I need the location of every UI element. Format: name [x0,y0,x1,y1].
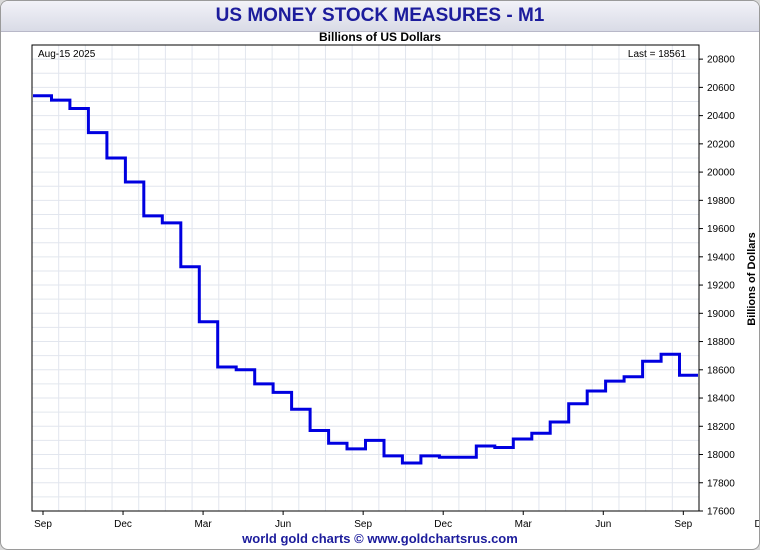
x-tick-label: Dec [114,519,132,530]
plot-area [31,44,700,512]
x-tick-label: Sep [34,519,52,530]
y-tick-label: 20600 [707,83,735,94]
y-tick-label: 19200 [707,281,735,292]
x-tick-label: Dec [434,519,452,530]
x-tick-label: Dec [754,519,759,530]
x-axis: SepDecMarJunSepDecMarJunSepDecMarJun [34,511,759,530]
footer-credit: world gold charts © www.goldchartsrus.co… [242,531,518,546]
y-tick-label: 20800 [707,55,735,66]
y-axis-label: Billions of Dollars [746,232,758,326]
y-tick-label: 17800 [707,478,735,489]
date-label: Aug-15 2025 [38,49,96,60]
y-tick-label: 18600 [707,365,735,376]
chart-subtitle: Billions of US Dollars [318,30,441,44]
chart-title: US MONEY STOCK MEASURES - M1 [215,5,545,26]
y-tick-label: 18200 [707,422,735,433]
y-tick-label: 20400 [707,111,735,122]
y-tick-label: 17600 [707,507,735,518]
y-axis: 17600 17800 18000 18200 18400 18600 18800 19000… [699,55,735,518]
x-tick-label: Jun [595,519,611,530]
y-tick-label: 19600 [707,224,735,235]
y-tick-label: 18400 [707,394,735,405]
y-tick-label: 19000 [707,309,735,320]
x-tick-label: Mar [194,519,212,530]
x-tick-label: Jun [275,519,291,530]
last-value-label: Last = 18561 [628,49,687,60]
y-tick-label: 18800 [707,337,735,348]
x-tick-label: Mar [515,519,533,530]
x-tick-label: Sep [674,519,692,530]
y-tick-label: 19400 [707,252,735,263]
y-tick-label: 18000 [707,450,735,461]
x-tick-label: Sep [354,519,372,530]
y-tick-label: 19800 [707,196,735,207]
y-tick-label: 20200 [707,139,735,150]
gridlines [32,44,699,512]
title-bar: US MONEY STOCK MEASURES - M1 [1,1,759,32]
m1-series-line [33,94,698,465]
y-tick-label: 20000 [707,168,735,179]
